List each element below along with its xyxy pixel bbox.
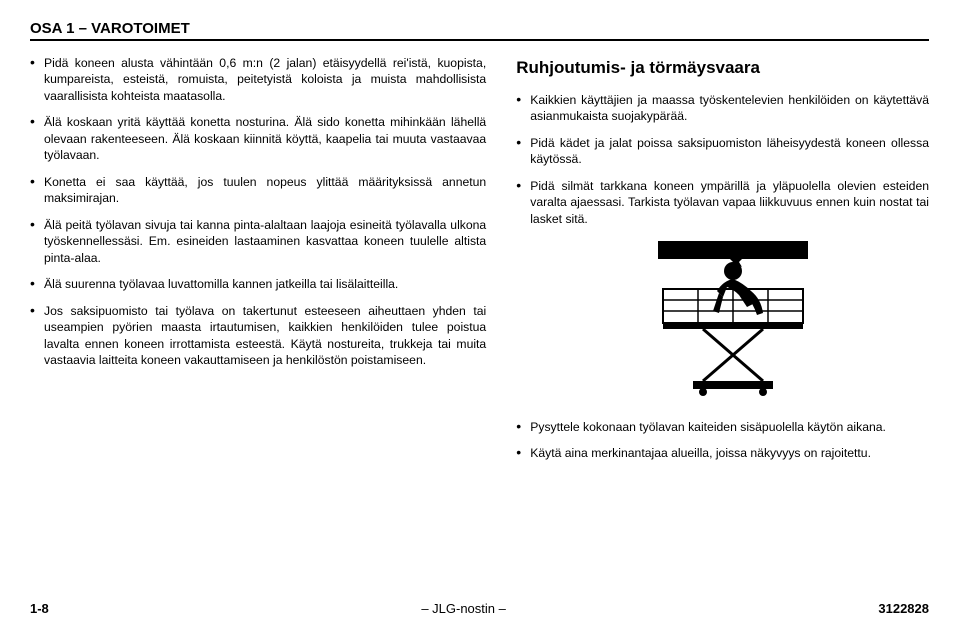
right-bullet-list-bottom: Pysyttele kokonaan työlavan kaiteiden si… (516, 419, 929, 462)
scissor-lift-crush-icon (623, 241, 823, 396)
list-item: Kaikkien käyttäjien ja maassa työskentel… (516, 92, 929, 125)
list-item: Pidä silmät tarkkana koneen ympärillä ja… (516, 178, 929, 227)
section-title: OSA 1 – VAROTOIMET (30, 20, 929, 41)
list-item: Pidä kädet ja jalat poissa saksipuomisto… (516, 135, 929, 168)
list-item: Pysyttele kokonaan työlavan kaiteiden si… (516, 419, 929, 435)
hazard-figure (516, 241, 929, 400)
content-columns: Pidä koneen alusta vähintään 0,6 m:n (2 … (30, 55, 929, 472)
list-item: Pidä koneen alusta vähintään 0,6 m:n (2 … (30, 55, 486, 104)
right-heading: Ruhjoutumis- ja törmäysvaara (516, 57, 929, 80)
footer-document-number: 3122828 (878, 601, 929, 616)
list-item: Käytä aina merkinantajaa alueilla, joiss… (516, 445, 929, 461)
list-item: Älä peitä työlavan sivuja tai kanna pint… (30, 217, 486, 266)
page-footer: 1-8 – JLG-nostin – 3122828 (30, 601, 929, 616)
left-column: Pidä koneen alusta vähintään 0,6 m:n (2 … (30, 55, 486, 472)
right-bullet-list-top: Kaikkien käyttäjien ja maassa työskentel… (516, 92, 929, 227)
left-bullet-list: Pidä koneen alusta vähintään 0,6 m:n (2 … (30, 55, 486, 369)
list-item: Jos saksipuomisto tai työlava on takertu… (30, 303, 486, 369)
list-item: Konetta ei saa käyttää, jos tuulen nopeu… (30, 174, 486, 207)
list-item: Älä koskaan yritä käyttää konetta nostur… (30, 114, 486, 163)
list-item: Älä suurenna työlavaa luvattomilla kanne… (30, 276, 486, 292)
footer-page-number: 1-8 (30, 601, 49, 616)
right-column: Ruhjoutumis- ja törmäysvaara Kaikkien kä… (516, 55, 929, 472)
footer-center-text: – JLG-nostin – (421, 601, 506, 616)
